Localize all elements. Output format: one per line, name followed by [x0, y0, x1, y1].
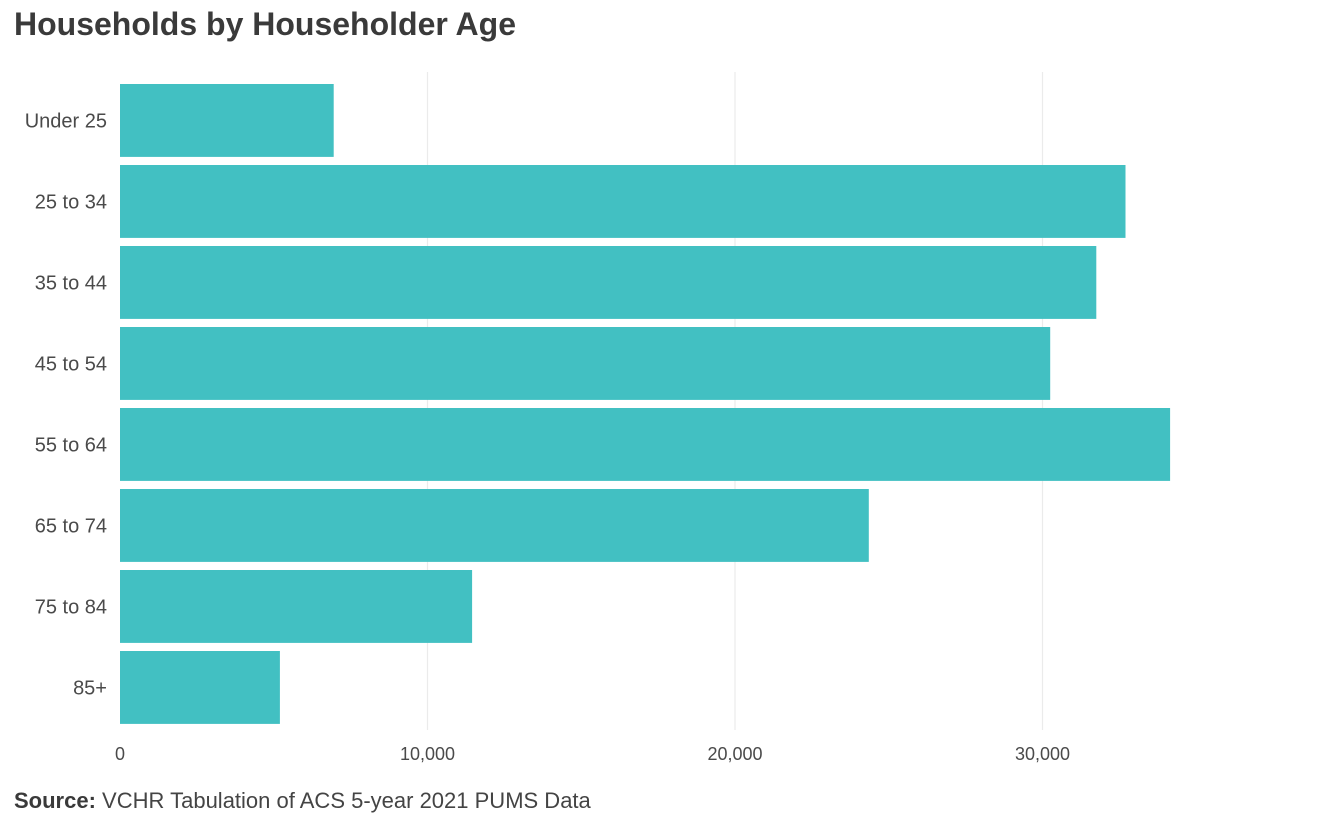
- bar-55-to-64: [120, 408, 1170, 481]
- bar-65-to-74: [120, 489, 869, 562]
- x-tick-label: 0: [115, 744, 125, 764]
- category-label: 45 to 54: [35, 353, 107, 375]
- source-label: Source:: [14, 788, 96, 813]
- bar-85: [120, 651, 280, 724]
- category-label: 25 to 34: [35, 191, 107, 213]
- bar-75-to-84: [120, 570, 472, 643]
- x-tick-labels: 0 10,000 20,000 30,000: [115, 744, 1070, 764]
- category-labels: Under 25 25 to 34 35 to 44 45 to 54 55 to 64…: [25, 111, 107, 700]
- category-label: Under 25: [25, 111, 107, 133]
- x-tick-label: 20,000: [707, 744, 762, 764]
- bar-35-to-44: [120, 246, 1096, 319]
- category-label: 65 to 74: [35, 516, 107, 538]
- x-tick-label: 30,000: [1015, 744, 1070, 764]
- bar-25-to-34: [120, 165, 1126, 238]
- category-label: 75 to 84: [35, 597, 107, 619]
- source-note: Source: VCHR Tabulation of ACS 5-year 20…: [14, 788, 591, 814]
- bars: [120, 84, 1170, 724]
- x-tick-label: 10,000: [400, 744, 455, 764]
- category-label: 85+: [73, 678, 107, 700]
- bar-under-25: [120, 84, 334, 157]
- bar-45-to-54: [120, 327, 1050, 400]
- source-text: VCHR Tabulation of ACS 5-year 2021 PUMS …: [102, 788, 591, 813]
- category-label: 35 to 44: [35, 272, 107, 294]
- category-label: 55 to 64: [35, 434, 107, 456]
